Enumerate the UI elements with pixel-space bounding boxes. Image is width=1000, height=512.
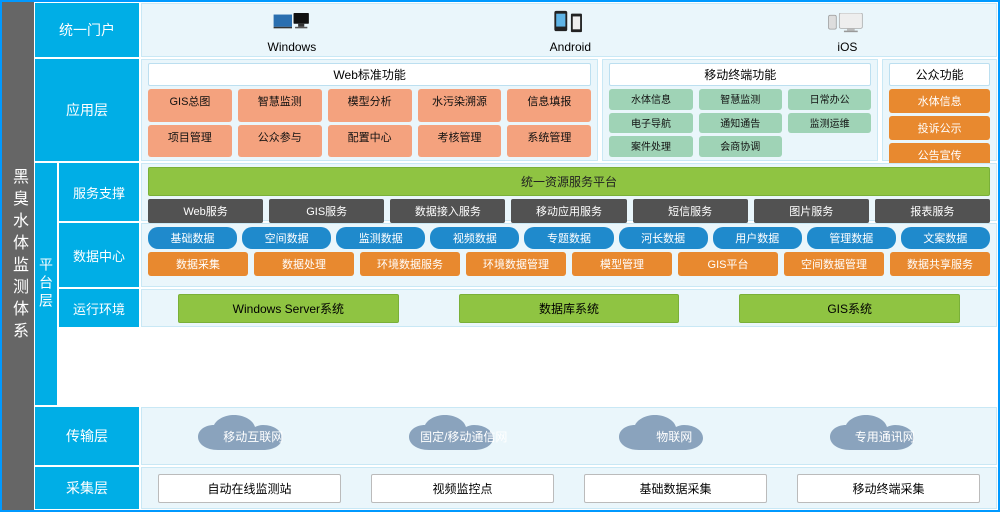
data-box: 数据处理 — [254, 252, 354, 276]
sub-label-service: 服务支撑 — [59, 163, 139, 221]
service-box: 报表服务 — [875, 199, 990, 223]
data-pill: 专题数据 — [524, 227, 613, 249]
data-pill: 空间数据 — [242, 227, 331, 249]
section-title: 移动终端功能 — [609, 63, 871, 86]
section-web: Web标准功能 GIS总图智慧监测模型分析水污染溯源信息填报 项目管理公众参与配… — [141, 59, 598, 161]
env-box: Windows Server系统 — [178, 294, 399, 323]
layer-label-portal: 统一门户 — [35, 3, 139, 57]
transport-content: 移动互联网 固定/移动通信网 物联网 专用通讯网 — [141, 407, 997, 465]
data-box: 环境数据服务 — [360, 252, 460, 276]
service-box: 数据接入服务 — [390, 199, 505, 223]
data-pill: 用户数据 — [713, 227, 802, 249]
portal-label: iOS — [837, 40, 857, 54]
section-public: 公众功能 水体信息投诉公示公告宣传 — [882, 59, 997, 161]
data-pill: 基础数据 — [148, 227, 237, 249]
ios-icon — [824, 11, 870, 39]
portal-content: Windows Android iOS — [141, 3, 997, 57]
data-box: 模型管理 — [572, 252, 672, 276]
app-box: 会商协调 — [699, 136, 782, 157]
env-content: Windows Server系统 数据库系统 GIS系统 — [141, 289, 997, 327]
sub-label-data: 数据中心 — [59, 223, 139, 287]
section-title: 公众功能 — [889, 63, 990, 86]
data-box: 环境数据管理 — [466, 252, 566, 276]
app-box: 系统管理 — [507, 125, 591, 158]
data-pill: 河长数据 — [619, 227, 708, 249]
service-box: 移动应用服务 — [511, 199, 626, 223]
app-box: 考核管理 — [418, 125, 502, 158]
layer-label-collect: 采集层 — [35, 467, 139, 509]
android-icon — [547, 11, 593, 39]
collect-box: 移动终端采集 — [797, 474, 980, 503]
app-box: 日常办公 — [788, 89, 871, 110]
collect-box: 基础数据采集 — [584, 474, 767, 503]
layer-label-transport: 传输层 — [35, 407, 139, 465]
app-box: 水污染溯源 — [418, 89, 502, 122]
sub-label-env: 运行环境 — [59, 289, 139, 327]
app-box: 电子导航 — [609, 113, 692, 134]
data-pill: 视频数据 — [430, 227, 519, 249]
portal-windows: Windows — [268, 11, 317, 54]
service-box: GIS服务 — [269, 199, 384, 223]
app-box: 信息填报 — [507, 89, 591, 122]
portal-ios: iOS — [824, 11, 870, 54]
data-box: GIS平台 — [678, 252, 778, 276]
data-box: 空间数据管理 — [784, 252, 884, 276]
service-box: Web服务 — [148, 199, 263, 223]
app-box: 监测运维 — [788, 113, 871, 134]
main-grid: 统一门户 Windows Android — [34, 2, 998, 510]
data-box: 数据采集 — [148, 252, 248, 276]
app-box: 智慧监测 — [238, 89, 322, 122]
cloud-item: 物联网 — [609, 414, 739, 458]
architecture-diagram: 黑臭水体监测体系 统一门户 Windows And — [0, 0, 1000, 512]
service-box: 短信服务 — [633, 199, 748, 223]
layer-label-platform: 平台层 — [35, 163, 57, 405]
cloud-item: 专用通讯网 — [820, 414, 950, 458]
service-box: 图片服务 — [754, 199, 869, 223]
data-pill: 文案数据 — [901, 227, 990, 249]
app-box: 案件处理 — [609, 136, 692, 157]
portal-label: Windows — [268, 40, 317, 54]
env-box: 数据库系统 — [459, 294, 680, 323]
data-pill: 管理数据 — [807, 227, 896, 249]
app-box: 配置中心 — [328, 125, 412, 158]
app-box: GIS总图 — [148, 89, 232, 122]
app-box: 项目管理 — [148, 125, 232, 158]
layer-label-app: 应用层 — [35, 59, 139, 161]
env-box: GIS系统 — [739, 294, 960, 323]
app-box: 通知通告 — [699, 113, 782, 134]
data-content: 基础数据空间数据监测数据视频数据专题数据河长数据用户数据管理数据文案数据 数据采… — [141, 223, 997, 287]
data-box: 数据共享服务 — [890, 252, 990, 276]
app-box: 智慧监测 — [699, 89, 782, 110]
spacer — [788, 136, 871, 157]
portal-label: Android — [550, 40, 591, 54]
app-box: 模型分析 — [328, 89, 412, 122]
windows-icon — [269, 11, 315, 39]
app-box: 公众参与 — [238, 125, 322, 158]
diagram-title-vertical: 黑臭水体监测体系 — [2, 2, 34, 510]
collect-box: 视频监控点 — [371, 474, 554, 503]
collect-box: 自动在线监测站 — [158, 474, 341, 503]
data-pill: 监测数据 — [336, 227, 425, 249]
public-box: 水体信息 — [889, 89, 990, 113]
collect-content: 自动在线监测站 视频监控点 基础数据采集 移动终端采集 — [141, 467, 997, 509]
app-box: 水体信息 — [609, 89, 692, 110]
cloud-item: 移动互联网 — [188, 414, 318, 458]
section-mobile: 移动终端功能 水体信息智慧监测日常办公 电子导航通知通告监测运维 案件处理会商协… — [602, 59, 878, 161]
portal-android: Android — [547, 11, 593, 54]
section-title: Web标准功能 — [148, 63, 591, 86]
cloud-item: 固定/移动通信网 — [399, 414, 529, 458]
service-content: 统一资源服务平台 Web服务GIS服务数据接入服务移动应用服务短信服务图片服务报… — [141, 163, 997, 221]
service-banner: 统一资源服务平台 — [148, 167, 990, 196]
public-box: 投诉公示 — [889, 116, 990, 140]
